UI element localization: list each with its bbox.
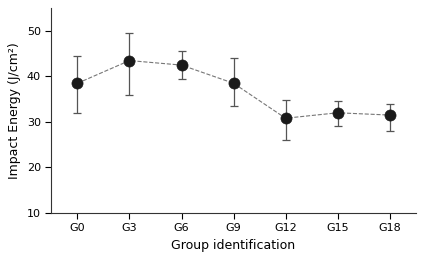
X-axis label: Group identification: Group identification — [171, 239, 296, 252]
Point — [178, 63, 185, 67]
Point — [126, 58, 133, 63]
Point — [74, 81, 81, 85]
Point — [230, 81, 237, 85]
Point — [386, 113, 393, 117]
Y-axis label: Impact Energy (J/cm²): Impact Energy (J/cm²) — [8, 42, 21, 179]
Point — [282, 116, 289, 120]
Point — [334, 111, 341, 115]
